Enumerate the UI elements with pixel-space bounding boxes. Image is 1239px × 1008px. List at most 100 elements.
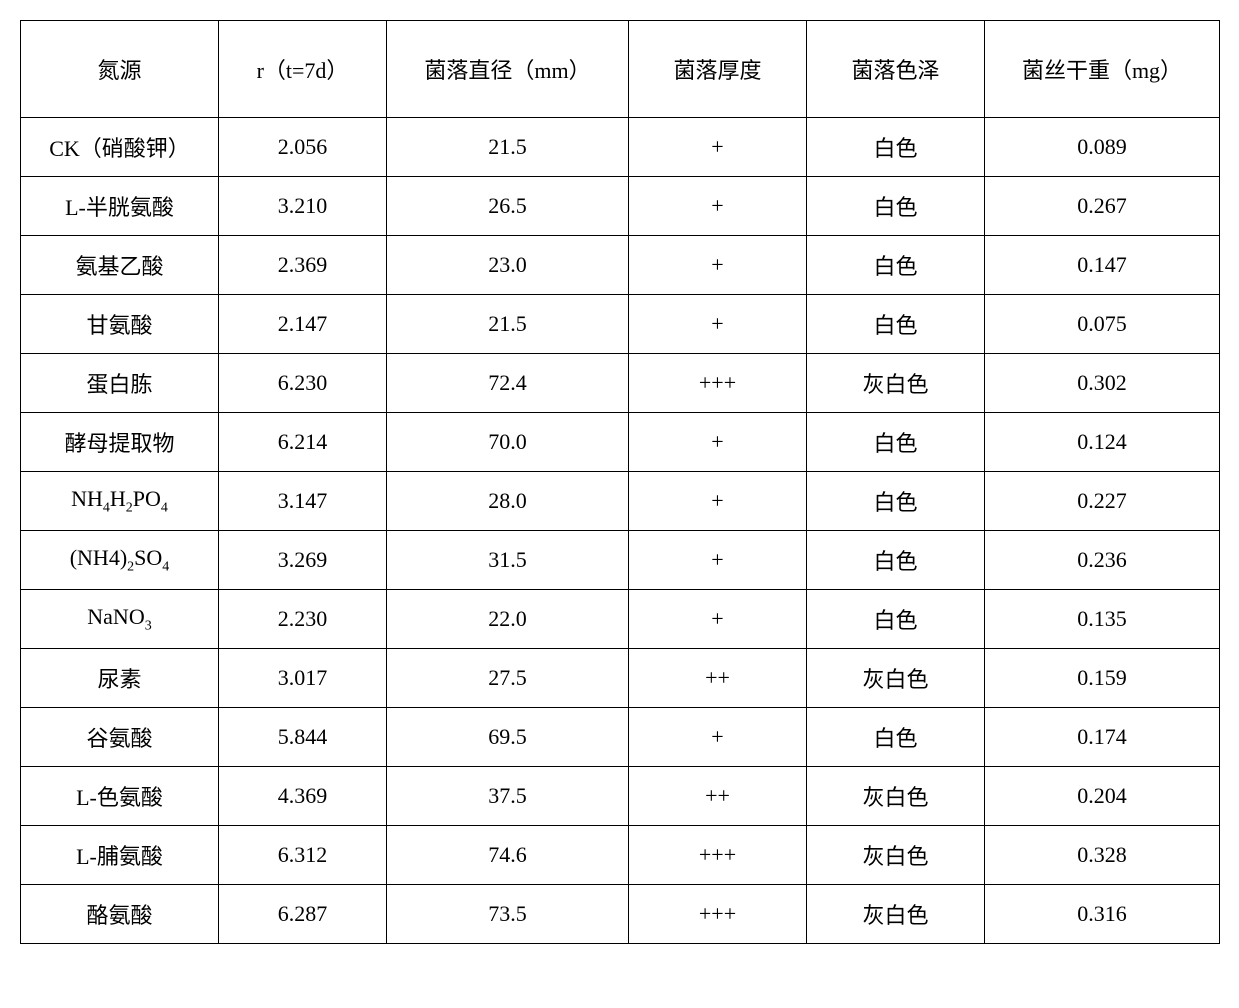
cell-diameter: 26.5	[387, 177, 629, 236]
table-row: CK（硝酸钾）2.05621.5+白色0.089	[21, 118, 1220, 177]
cell-dry-weight: 0.316	[985, 885, 1220, 944]
cell-r: 3.017	[219, 649, 387, 708]
cell-dry-weight: 0.328	[985, 826, 1220, 885]
cell-source: (NH4)2SO4	[21, 531, 219, 590]
cell-color: 灰白色	[807, 885, 985, 944]
cell-source: 尿素	[21, 649, 219, 708]
cell-source: 酪氨酸	[21, 885, 219, 944]
cell-diameter: 23.0	[387, 236, 629, 295]
table-row: L-脯氨酸6.31274.6+++灰白色0.328	[21, 826, 1220, 885]
cell-color: 白色	[807, 177, 985, 236]
col-header-r: r（t=7d）	[219, 21, 387, 118]
cell-dry-weight: 0.204	[985, 767, 1220, 826]
cell-thickness: +++	[629, 826, 807, 885]
cell-source: 蛋白胨	[21, 354, 219, 413]
cell-source: L-半胱氨酸	[21, 177, 219, 236]
table-row: L-半胱氨酸3.21026.5+白色0.267	[21, 177, 1220, 236]
cell-r: 2.230	[219, 590, 387, 649]
cell-r: 3.269	[219, 531, 387, 590]
table-row: 氨基乙酸2.36923.0+白色0.147	[21, 236, 1220, 295]
cell-source: 酵母提取物	[21, 413, 219, 472]
cell-r: 2.056	[219, 118, 387, 177]
cell-color: 白色	[807, 531, 985, 590]
cell-source: 谷氨酸	[21, 708, 219, 767]
col-header-color: 菌落色泽	[807, 21, 985, 118]
cell-thickness: +	[629, 472, 807, 531]
table-row: 尿素3.01727.5++灰白色0.159	[21, 649, 1220, 708]
table-row: 酵母提取物6.21470.0+白色0.124	[21, 413, 1220, 472]
cell-color: 灰白色	[807, 767, 985, 826]
table-body: CK（硝酸钾）2.05621.5+白色0.089L-半胱氨酸3.21026.5+…	[21, 118, 1220, 944]
cell-r: 5.844	[219, 708, 387, 767]
cell-source: 氨基乙酸	[21, 236, 219, 295]
cell-thickness: +	[629, 531, 807, 590]
cell-r: 3.210	[219, 177, 387, 236]
cell-color: 白色	[807, 708, 985, 767]
cell-diameter: 69.5	[387, 708, 629, 767]
cell-color: 白色	[807, 236, 985, 295]
cell-diameter: 73.5	[387, 885, 629, 944]
cell-dry-weight: 0.159	[985, 649, 1220, 708]
cell-diameter: 31.5	[387, 531, 629, 590]
cell-color: 白色	[807, 118, 985, 177]
cell-dry-weight: 0.236	[985, 531, 1220, 590]
cell-r: 4.369	[219, 767, 387, 826]
cell-diameter: 70.0	[387, 413, 629, 472]
cell-color: 灰白色	[807, 354, 985, 413]
cell-r: 2.369	[219, 236, 387, 295]
cell-thickness: +	[629, 295, 807, 354]
cell-color: 白色	[807, 472, 985, 531]
cell-source: L-脯氨酸	[21, 826, 219, 885]
cell-color: 白色	[807, 413, 985, 472]
cell-source: NH4H2PO4	[21, 472, 219, 531]
cell-r: 6.230	[219, 354, 387, 413]
cell-diameter: 27.5	[387, 649, 629, 708]
cell-dry-weight: 0.147	[985, 236, 1220, 295]
cell-color: 灰白色	[807, 649, 985, 708]
cell-thickness: +	[629, 413, 807, 472]
nitrogen-source-table: 氮源 r（t=7d） 菌落直径（mm） 菌落厚度 菌落色泽 菌丝干重（mg） C…	[20, 20, 1220, 944]
cell-diameter: 22.0	[387, 590, 629, 649]
cell-thickness: +	[629, 708, 807, 767]
table-row: (NH4)2SO43.26931.5+白色0.236	[21, 531, 1220, 590]
cell-source: L-色氨酸	[21, 767, 219, 826]
cell-dry-weight: 0.227	[985, 472, 1220, 531]
cell-dry-weight: 0.267	[985, 177, 1220, 236]
cell-dry-weight: 0.075	[985, 295, 1220, 354]
cell-dry-weight: 0.124	[985, 413, 1220, 472]
table-row: 甘氨酸2.14721.5+白色0.075	[21, 295, 1220, 354]
cell-thickness: ++	[629, 649, 807, 708]
cell-source: CK（硝酸钾）	[21, 118, 219, 177]
cell-dry-weight: 0.302	[985, 354, 1220, 413]
cell-dry-weight: 0.135	[985, 590, 1220, 649]
cell-diameter: 21.5	[387, 118, 629, 177]
cell-thickness: +	[629, 236, 807, 295]
cell-source: 甘氨酸	[21, 295, 219, 354]
table-header-row: 氮源 r（t=7d） 菌落直径（mm） 菌落厚度 菌落色泽 菌丝干重（mg）	[21, 21, 1220, 118]
col-header-thickness: 菌落厚度	[629, 21, 807, 118]
table-row: 酪氨酸6.28773.5+++灰白色0.316	[21, 885, 1220, 944]
table-row: L-色氨酸4.36937.5++灰白色0.204	[21, 767, 1220, 826]
cell-diameter: 72.4	[387, 354, 629, 413]
cell-color: 灰白色	[807, 826, 985, 885]
cell-r: 6.312	[219, 826, 387, 885]
cell-diameter: 74.6	[387, 826, 629, 885]
col-header-dry-weight: 菌丝干重（mg）	[985, 21, 1220, 118]
cell-color: 白色	[807, 295, 985, 354]
cell-diameter: 28.0	[387, 472, 629, 531]
table-row: 谷氨酸5.84469.5+白色0.174	[21, 708, 1220, 767]
cell-r: 6.214	[219, 413, 387, 472]
cell-thickness: +	[629, 590, 807, 649]
cell-diameter: 37.5	[387, 767, 629, 826]
cell-thickness: +	[629, 118, 807, 177]
cell-diameter: 21.5	[387, 295, 629, 354]
table-row: 蛋白胨6.23072.4+++灰白色0.302	[21, 354, 1220, 413]
cell-thickness: +++	[629, 885, 807, 944]
cell-dry-weight: 0.174	[985, 708, 1220, 767]
table-row: NaNO32.23022.0+白色0.135	[21, 590, 1220, 649]
col-header-source: 氮源	[21, 21, 219, 118]
cell-thickness: +++	[629, 354, 807, 413]
cell-color: 白色	[807, 590, 985, 649]
cell-r: 6.287	[219, 885, 387, 944]
cell-r: 2.147	[219, 295, 387, 354]
